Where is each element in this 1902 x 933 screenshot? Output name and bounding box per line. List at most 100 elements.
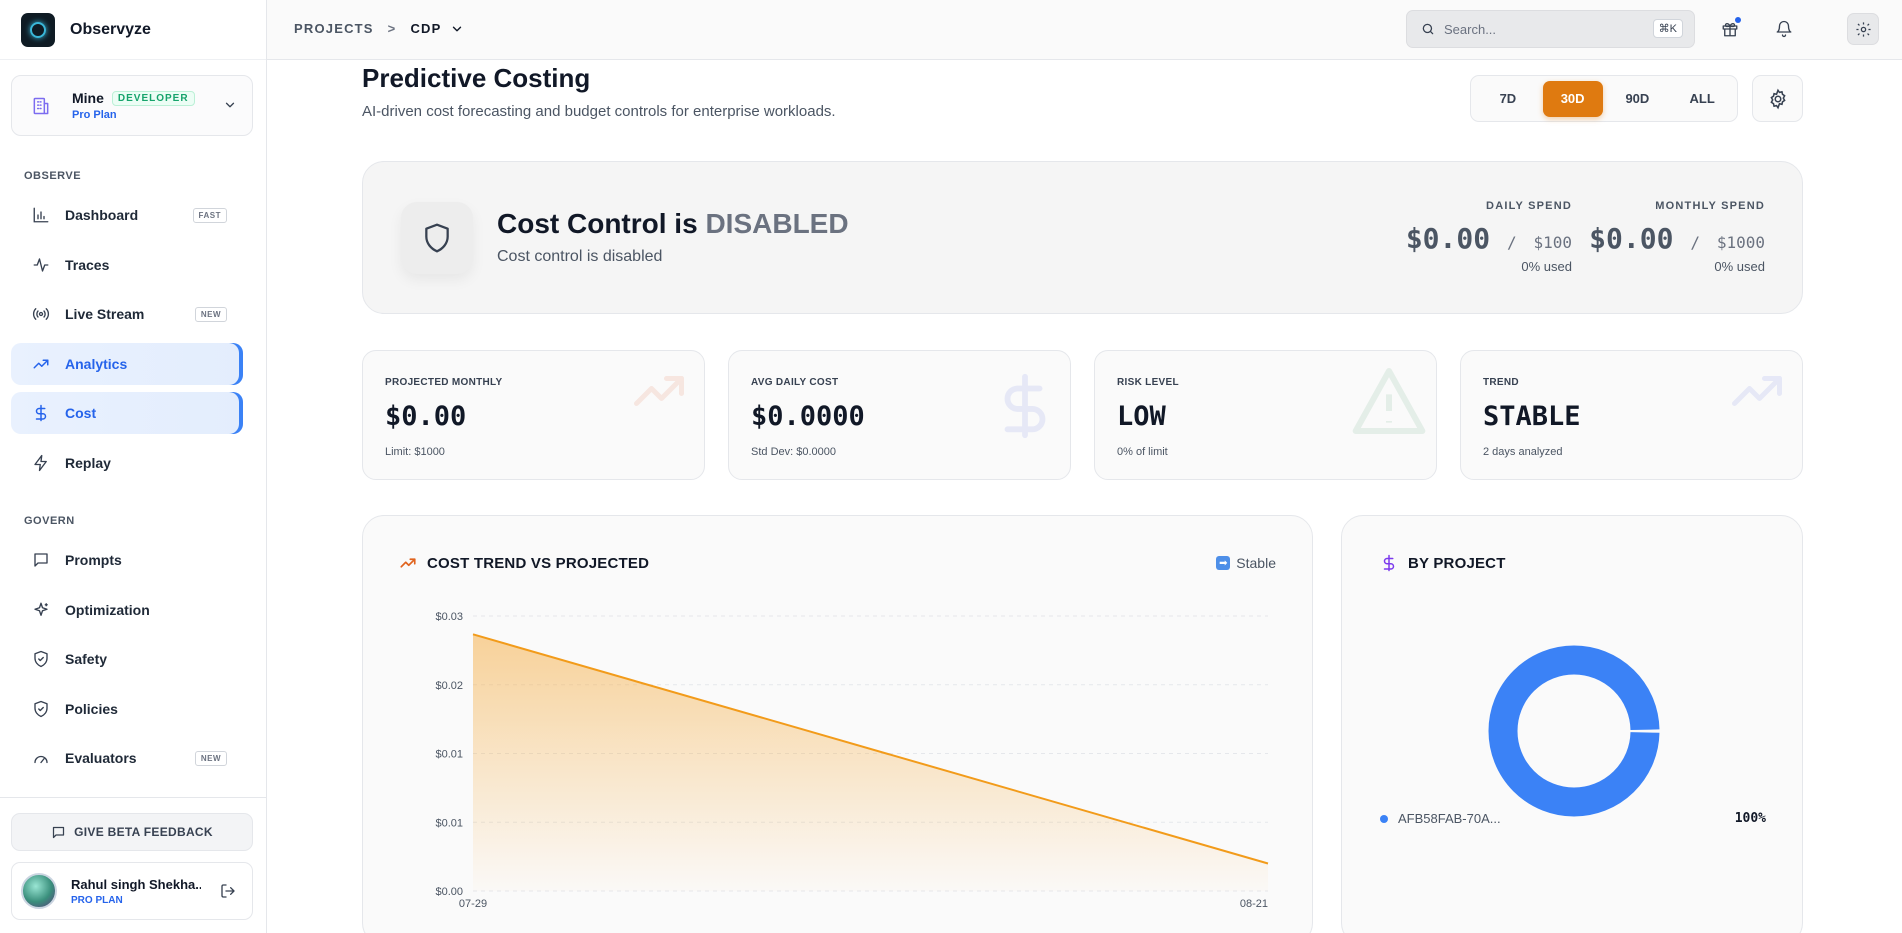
gear-icon: [1855, 21, 1872, 38]
gift-icon[interactable]: [1717, 16, 1743, 42]
range-button-30d[interactable]: 30D: [1542, 80, 1603, 117]
cost-settings-button[interactable]: [1752, 75, 1803, 122]
sidebar-item-replay[interactable]: Replay: [11, 442, 243, 484]
range-button-7d[interactable]: 7D: [1499, 91, 1517, 106]
trend-line: [472, 633, 1269, 865]
metric-label: TREND: [1483, 377, 1519, 388]
trend-area: [473, 634, 1268, 891]
search-shortcut: ⌘K: [1652, 19, 1683, 38]
topbar: PROJECTS > CDP Search... ⌘K: [267, 0, 1902, 60]
settings-button[interactable]: [1847, 13, 1879, 45]
beta-feedback-button[interactable]: GIVE BETA FEEDBACK: [11, 813, 253, 851]
shield-check-icon: [31, 699, 51, 719]
metric-trend: TREND STABLE 2 days analyzed: [1460, 350, 1803, 480]
metric-value: $0.0000: [751, 401, 865, 432]
cost-trend-chart: $0.00 $0.01 $0.01 $0.02 $0.03 07-29 08-21: [435, 611, 1269, 910]
sidebar-item-optimization[interactable]: Optimization: [11, 589, 243, 631]
y-tick-label: $0.02: [435, 680, 463, 692]
search-placeholder: Search...: [1444, 21, 1497, 37]
sidebar-item-label: Policies: [65, 701, 118, 717]
sidebar-item-label: Evaluators: [65, 750, 137, 766]
workspace-name: Mine: [72, 90, 104, 106]
page-subtitle: AI-driven cost forecasting and budget co…: [362, 103, 836, 120]
sidebar-item-label: Analytics: [65, 356, 128, 372]
metric-sub: Std Dev: $0.0000: [751, 446, 837, 458]
bolt-icon: [31, 453, 51, 473]
sidebar-item-safety[interactable]: Safety: [11, 638, 243, 680]
x-tick-label: 07-29: [459, 898, 487, 910]
monthly-spend-value: $0.00: [1589, 222, 1674, 255]
metric-label: PROJECTED MONTHLY: [385, 377, 503, 388]
y-tick-label: $0.00: [435, 886, 463, 898]
trend-legend: ➡ Stable: [1216, 555, 1276, 571]
breadcrumb-current[interactable]: CDP: [410, 21, 442, 36]
bell-icon[interactable]: [1771, 16, 1797, 42]
pulse-icon: [31, 255, 51, 275]
cost-control-status-card: Cost Control is DISABLED Cost control is…: [362, 161, 1803, 314]
logout-icon[interactable]: [220, 883, 236, 904]
cost-trend-card: COST TREND VS PROJECTED ➡ Stable $0.00 $0…: [362, 515, 1313, 933]
daily-spend-limit: $100: [1533, 233, 1572, 252]
monthly-spend: MONTHLY SPEND $0.00 / $1000 0% used: [1589, 200, 1765, 274]
bar-chart-icon: [31, 205, 51, 225]
sidebar-item-label: Live Stream: [65, 306, 145, 322]
monthly-spend-label: MONTHLY SPEND: [1655, 200, 1765, 212]
user-card[interactable]: Rahul singh Shekha... PRO PLAN: [11, 862, 253, 920]
workspace-badge: DEVELOPER: [111, 90, 195, 106]
sidebar-item-evaluators[interactable]: Evaluators NEW: [11, 737, 243, 779]
metric-sub: Limit: $1000: [385, 446, 445, 458]
x-tick-label: 08-21: [1240, 898, 1268, 910]
monthly-spend-separator: /: [1690, 233, 1700, 252]
sidebar-item-label: Cost: [65, 405, 97, 421]
sidebar: Observyze Mine DEVELOPER Pro Plan OBSERVE…: [0, 0, 267, 933]
metric-label: AVG DAILY COST: [751, 377, 839, 388]
sidebar-item-cost[interactable]: Cost: [11, 392, 243, 434]
sidebar-item-analytics[interactable]: Analytics: [11, 343, 243, 385]
sidebar-item-label: Traces: [65, 257, 110, 273]
sidebar-item-prompts[interactable]: Prompts: [11, 539, 243, 581]
chart-title-text: COST TREND VS PROJECTED: [427, 554, 650, 572]
search-icon: [1421, 22, 1435, 36]
sidebar-item-policies[interactable]: Policies: [11, 688, 243, 730]
metric-sub: 2 days analyzed: [1483, 446, 1563, 458]
breadcrumb-projects[interactable]: PROJECTS: [294, 21, 374, 36]
cost-control-title: Cost Control is DISABLED: [497, 208, 849, 240]
monthly-spend-used: 0% used: [1714, 259, 1765, 274]
cost-control-title-prefix: Cost Control is: [497, 208, 698, 239]
project-legend-item[interactable]: AFB58FAB-70A... 100%: [1380, 811, 1766, 826]
avatar: [21, 873, 57, 909]
monthly-spend-limit: $1000: [1716, 233, 1765, 252]
metric-value: STABLE: [1483, 401, 1581, 432]
warning-icon: [1344, 361, 1434, 446]
gauge-icon: [31, 748, 51, 768]
range-button-90d[interactable]: 90D: [1625, 91, 1650, 106]
by-project-donut: [1488, 645, 1660, 817]
cost-control-state: DISABLED: [705, 208, 849, 239]
sidebar-item-live-stream[interactable]: Live Stream NEW: [11, 293, 243, 335]
donut-slice[interactable]: [1488, 645, 1660, 817]
broadcast-icon: [31, 304, 51, 324]
metric-avg-daily-cost: AVG DAILY COST $0.0000 Std Dev: $0.0000: [728, 350, 1071, 480]
metric-projected-monthly: PROJECTED MONTHLY $0.00 Limit: $1000: [362, 350, 705, 480]
section-label-observe: OBSERVE: [24, 170, 82, 182]
y-tick-label: $0.03: [435, 611, 463, 623]
sidebar-item-label: Prompts: [65, 552, 122, 568]
sidebar-item-traces[interactable]: Traces: [11, 244, 243, 286]
workspace-switcher[interactable]: Mine DEVELOPER Pro Plan: [11, 75, 253, 136]
user-name: Rahul singh Shekha...: [71, 876, 201, 892]
chart-title: COST TREND VS PROJECTED: [399, 554, 649, 572]
chevron-down-icon[interactable]: [223, 98, 237, 117]
time-range-selector: 7D 30D 90D ALL: [1470, 75, 1738, 122]
dollar-icon: [1380, 554, 1398, 572]
brand[interactable]: Observyze: [0, 0, 266, 60]
search-input[interactable]: Search... ⌘K: [1406, 10, 1695, 48]
trending-up-icon: [399, 554, 417, 572]
message-icon: [51, 825, 66, 840]
sidebar-item-dashboard[interactable]: Dashboard FAST: [11, 194, 243, 236]
project-title-text: BY PROJECT: [1408, 554, 1506, 572]
message-icon: [31, 550, 51, 570]
chevron-down-icon[interactable]: [450, 22, 464, 36]
range-button-all[interactable]: ALL: [1689, 91, 1715, 106]
metric-sub: 0% of limit: [1117, 446, 1168, 458]
shield-check-icon: [31, 649, 51, 669]
